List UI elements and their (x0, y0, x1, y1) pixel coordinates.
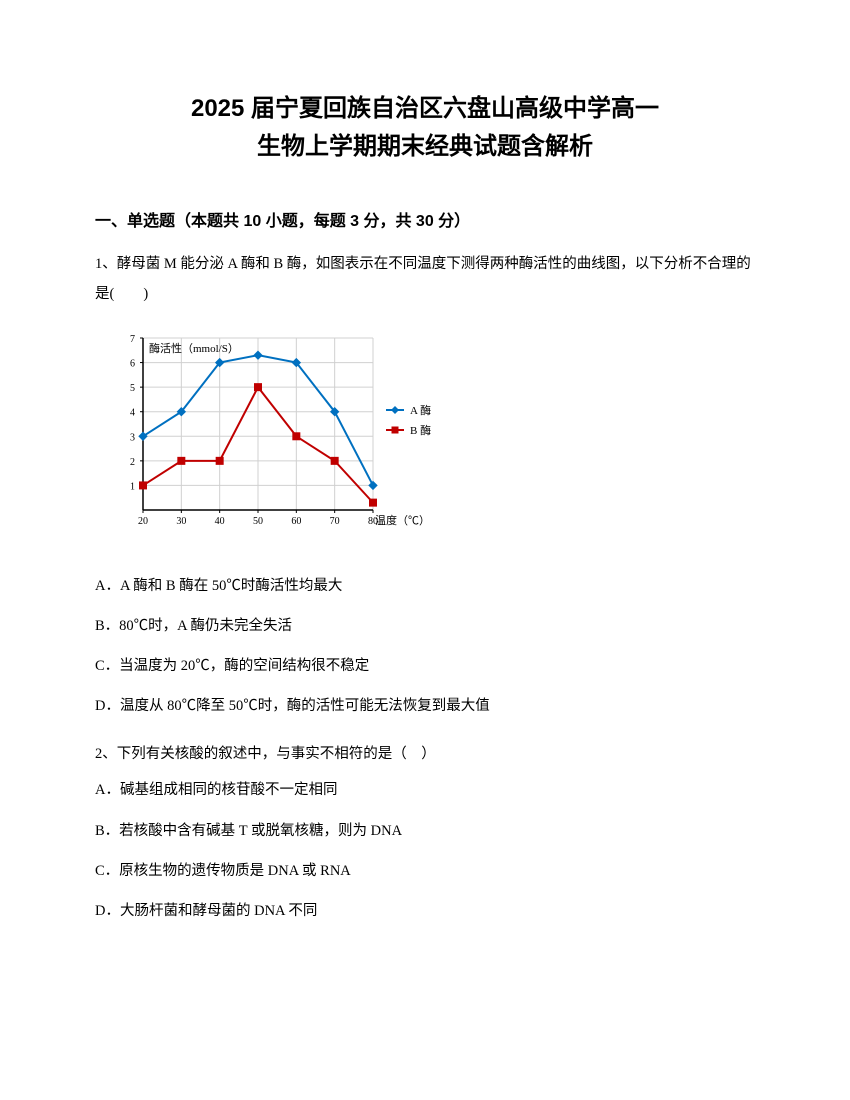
page-title: 2025 届宁夏回族自治区六盘山高级中学高一 生物上学期期末经典试题含解析 (95, 90, 755, 167)
chart-svg: 123456720304050607080酶活性（mmol/S）温度（℃）A 酶… (101, 320, 441, 550)
svg-text:60: 60 (291, 516, 301, 527)
svg-text:3: 3 (130, 432, 135, 443)
title-line-1: 2025 届宁夏回族自治区六盘山高级中学高一 (191, 95, 659, 122)
svg-text:70: 70 (330, 516, 340, 527)
svg-text:温度（℃）: 温度（℃） (375, 513, 430, 527)
q2-option-a: A．碱基组成相同的核苷酸不一定相同 (95, 777, 755, 803)
svg-text:2: 2 (130, 457, 135, 468)
q2-option-d: D．大肠杆菌和酵母菌的 DNA 不同 (95, 898, 755, 924)
section-1-header: 一、单选题（本题共 10 小题，每题 3 分，共 30 分） (95, 207, 755, 231)
svg-text:30: 30 (176, 516, 186, 527)
q1-option-c: C．当温度为 20℃，酶的空间结构很不稳定 (95, 653, 755, 679)
svg-text:A 酶: A 酶 (410, 404, 431, 417)
enzyme-activity-chart: 123456720304050607080酶活性（mmol/S）温度（℃）A 酶… (101, 320, 755, 555)
title-line-2: 生物上学期期末经典试题含解析 (257, 133, 593, 160)
svg-text:40: 40 (215, 516, 225, 527)
svg-text:50: 50 (253, 516, 263, 527)
q2-stem: 2、下列有关核酸的叙述中，与事实不相符的是（ ） (95, 739, 755, 769)
svg-text:4: 4 (130, 407, 135, 418)
svg-text:1: 1 (130, 481, 135, 492)
q1-stem: 1、酵母菌 M 能分泌 A 酶和 B 酶，如图表示在不同温度下测得两种酶活性的曲… (95, 249, 755, 310)
svg-text:5: 5 (130, 383, 135, 394)
q1-option-d: D．温度从 80℃降至 50℃时，酶的活性可能无法恢复到最大值 (95, 693, 755, 719)
svg-text:7: 7 (130, 334, 135, 345)
svg-text:酶活性（mmol/S）: 酶活性（mmol/S） (149, 341, 239, 355)
svg-text:20: 20 (138, 516, 148, 527)
q1-option-a: A．A 酶和 B 酶在 50℃时酶活性均最大 (95, 573, 755, 599)
q2-option-c: C．原核生物的遗传物质是 DNA 或 RNA (95, 858, 755, 884)
svg-text:6: 6 (130, 358, 135, 369)
svg-text:B 酶: B 酶 (410, 424, 431, 437)
q1-option-b: B．80℃时，A 酶仍未完全失活 (95, 613, 755, 639)
q2-option-b: B．若核酸中含有碱基 T 或脱氧核糖，则为 DNA (95, 818, 755, 844)
